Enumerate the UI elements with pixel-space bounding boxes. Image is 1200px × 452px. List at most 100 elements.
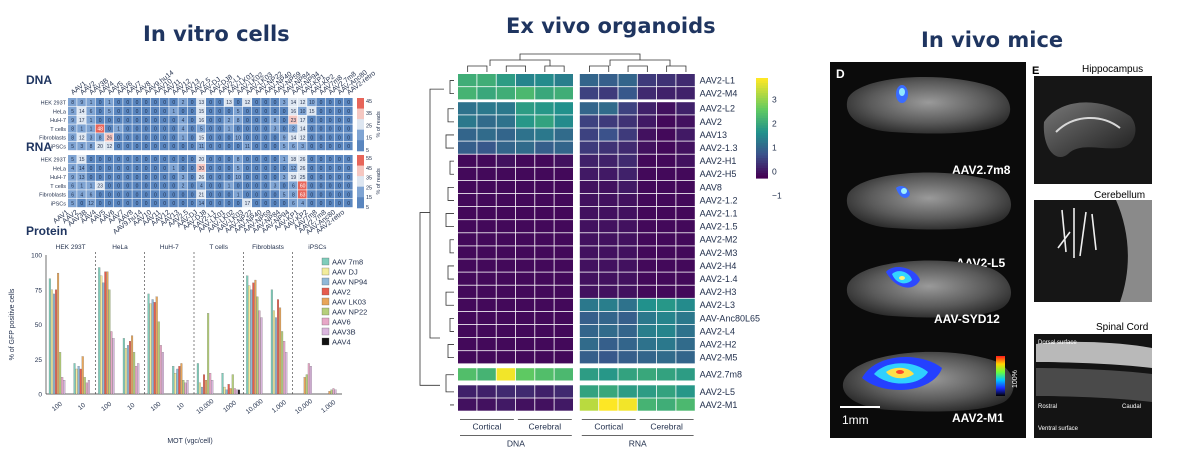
bar (277, 299, 279, 395)
dna-cell (196, 142, 206, 151)
rna-cell (279, 163, 289, 172)
rna-cell-value: 19 (291, 175, 297, 181)
dna-cell-value: 0 (191, 109, 194, 115)
rna-cell (334, 172, 344, 181)
heatmap-cell (554, 115, 573, 128)
colorbar-segment (756, 148, 768, 152)
rna-cell-value: 4 (301, 201, 304, 207)
scale-label: % of reads (376, 111, 382, 138)
bar (231, 374, 234, 395)
rna-cell (77, 172, 86, 181)
rna-cell (141, 172, 151, 181)
rna-cell (141, 181, 151, 190)
rna-cell-value: 0 (209, 157, 212, 163)
dna-cell (68, 115, 77, 124)
row-label: AAV2-1.1 (700, 209, 738, 219)
rna-cell-value: 0 (347, 184, 350, 190)
legend-label: AAV 7m8 (332, 258, 363, 267)
rna-cell (95, 199, 105, 208)
heatmap-cell (599, 368, 618, 381)
legend-swatch (321, 277, 330, 286)
dna-cell (298, 124, 307, 133)
rna-cell (178, 190, 187, 199)
group-label: HuH-7 (160, 244, 179, 251)
mot-tick-label: 10,000 (245, 398, 265, 416)
dna-cell-value: 0 (182, 109, 185, 115)
dna-cell-value: 0 (264, 100, 267, 106)
rna-cell (150, 190, 160, 199)
dna-cell-value: 0 (136, 109, 139, 115)
dna-cell-value: 0 (117, 118, 120, 124)
rna-cell-value: 26 (199, 175, 205, 181)
legend-swatch (321, 257, 330, 266)
heatmap-cell (515, 128, 535, 141)
bar (137, 363, 140, 395)
rna-cell-value: 0 (209, 184, 212, 190)
heatmap-cell (458, 87, 477, 100)
colorbar-segment (756, 103, 768, 107)
dna-cell-value: 0 (99, 118, 102, 124)
rna-cell (68, 172, 77, 181)
heatmap-cell (579, 311, 599, 325)
dna-cell (114, 115, 123, 124)
rna-cell (261, 190, 270, 199)
heatmap-cell (637, 154, 657, 167)
dna-cell (150, 106, 160, 115)
dna-cell (169, 124, 178, 133)
dna-cell-value: 0 (145, 109, 148, 115)
heatmap-cell (554, 193, 573, 207)
dna-cell (307, 115, 316, 124)
dna-cell (279, 106, 289, 115)
in-vivo-title: In vivo mice (921, 28, 1064, 52)
heatmap-cell (618, 311, 637, 325)
heatmap-cell (657, 220, 676, 233)
colorbar-segment (756, 85, 768, 89)
dna-heatmap: HEK 293T 8 9 1 0 1 0 0 0 0 0 0 0 2 0 13 0 0 13 0 12 0 0 0 3 14 12 1… (39, 98, 353, 151)
heatmap-cell (599, 128, 618, 141)
protein-chart-label: Protein (26, 224, 67, 238)
rna-cell-value: 0 (310, 157, 313, 163)
rna-cell-value: 4 (71, 166, 74, 172)
heatmap-cell (554, 207, 573, 220)
heatmap-cell (637, 115, 657, 128)
dna-cell (215, 115, 224, 124)
dna-cell (95, 106, 105, 115)
scale-tick: 25 (366, 123, 372, 129)
dna-cell (68, 98, 77, 107)
rna-cell-value: 0 (338, 166, 341, 172)
dna-cell-value: 0 (126, 135, 129, 141)
legend-label: AAV LK03 (332, 298, 366, 307)
dna-cell-value: 0 (264, 118, 267, 124)
dna-cell-value: 0 (163, 135, 166, 141)
dna-cell-value: 5 (71, 144, 74, 150)
legend-swatch (321, 287, 330, 296)
rna-cell-value: 0 (274, 201, 277, 207)
rna-cell (224, 163, 233, 172)
dna-cell (77, 106, 86, 115)
dna-cell-value: 0 (320, 144, 323, 150)
heatmap-cell (676, 87, 695, 100)
heatmap-cell (599, 167, 618, 180)
row-label: AAV2-L3 (700, 300, 735, 310)
rna-cell-value: 0 (246, 157, 249, 163)
bar (279, 307, 282, 395)
dna-cell (150, 98, 160, 107)
rna-cell-value: 0 (126, 175, 129, 181)
dna-cell-value: 0 (264, 135, 267, 141)
heatmap-cell (477, 246, 496, 259)
rna-cell-value: 0 (218, 166, 221, 172)
rna-cell-value: 0 (117, 166, 120, 172)
rna-cell-value: 1 (80, 184, 83, 190)
dna-cell (252, 124, 261, 133)
heatmap-cell (657, 385, 676, 398)
rna-cell-value: 0 (108, 175, 111, 181)
bar (203, 374, 205, 395)
dna-cell-value: 0 (320, 118, 323, 124)
dna-cell (104, 98, 114, 107)
heatmap-cell (637, 220, 657, 233)
heatmap-cell (618, 324, 637, 338)
rna-cell (95, 190, 105, 199)
dna-cell (123, 142, 132, 151)
bar (176, 368, 179, 395)
heatmap-cell (676, 128, 695, 141)
